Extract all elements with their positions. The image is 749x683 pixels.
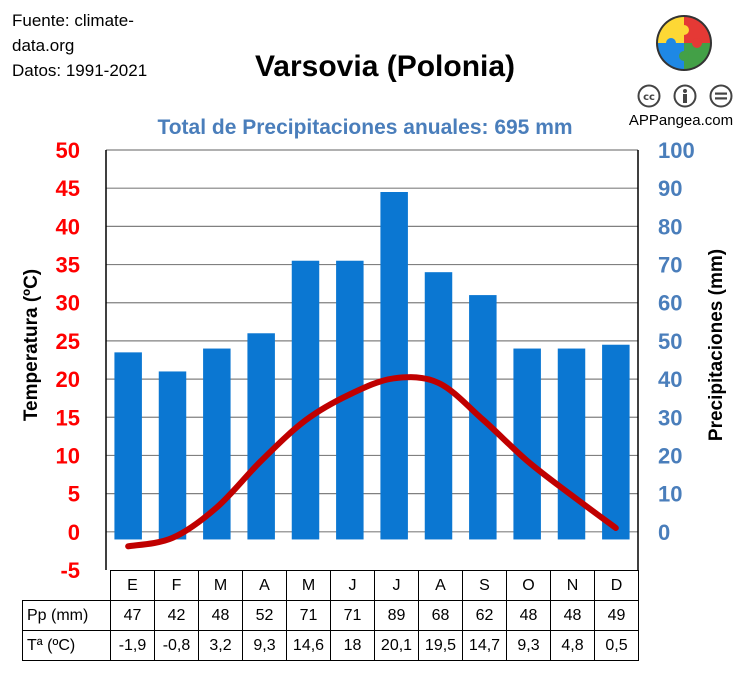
month-label: M: [286, 570, 331, 601]
right-tick-label: 60: [658, 291, 682, 316]
t-value: -1,9: [110, 630, 155, 661]
pp-value: 47: [110, 600, 155, 631]
chart-title: Varsovia (Polonia): [254, 50, 516, 83]
pp-value: 89: [374, 600, 419, 631]
right-axis-label: Precipitaciones (mm): [706, 249, 727, 441]
precipitation-bar: [557, 348, 586, 540]
precipitation-bar: [380, 192, 408, 540]
left-tick-label: 20: [56, 367, 80, 392]
left-axis-ticks: -5 0 5 10 15 20 25 30 35 40 45 50: [56, 138, 80, 583]
left-tick-label: 5: [68, 482, 80, 507]
precipitation-bar: [424, 272, 453, 540]
right-tick-label: 70: [658, 253, 682, 278]
left-tick-label: 50: [56, 138, 80, 163]
pp-value: 48: [198, 600, 243, 631]
precipitation-bar: [247, 333, 275, 540]
precipitation-bar: [158, 371, 187, 540]
right-tick-label: 90: [658, 176, 682, 201]
svg-text:cc: cc: [643, 92, 655, 103]
chart-subtitle: Total de Precipitaciones anuales: 695 mm: [157, 116, 573, 139]
temperature-line: [125, 374, 619, 550]
precipitation-bars: [114, 192, 630, 540]
month-label: N: [550, 570, 595, 601]
t-value: -0,8: [154, 630, 199, 661]
pp-value: 48: [550, 600, 595, 631]
t-value: 3,2: [198, 630, 243, 661]
left-tick-label: 30: [56, 291, 80, 316]
pp-value: 52: [242, 600, 287, 631]
cc-icon: cc: [637, 84, 661, 108]
t-value: 0,5: [594, 630, 639, 661]
right-tick-label: 40: [658, 367, 682, 392]
brand-label: APPangea.com: [628, 112, 734, 129]
month-label: A: [242, 570, 287, 601]
left-tick-label: 40: [56, 214, 80, 239]
month-label: J: [374, 570, 419, 601]
t-value: 9,3: [506, 630, 551, 661]
t-value: 14,7: [462, 630, 507, 661]
right-tick-label: 0: [658, 520, 670, 545]
precipitation-bar: [602, 344, 630, 540]
pp-value: 49: [594, 600, 639, 631]
t-value: 19,5: [418, 630, 463, 661]
month-label: A: [418, 570, 463, 601]
pp-value: 48: [506, 600, 551, 631]
precipitation-bar: [291, 260, 320, 540]
temperature-row: Tª (ºC) -1,9 -0,8 3,2 9,3 14,6 18 20,1 19,5 14,7…: [22, 630, 639, 661]
pp-value: 71: [286, 600, 331, 631]
left-tick-label: 10: [56, 443, 80, 468]
noderivs-icon: [709, 84, 733, 108]
precipitation-row: Pp (mm) 47 42 48 52 71 71 89 68 62 48 48 49: [22, 600, 639, 631]
axes: [105, 150, 639, 570]
t-value: 4,8: [550, 630, 595, 661]
source-line: Fuente: climate-: [12, 11, 134, 30]
left-tick-label: 15: [56, 405, 80, 430]
right-tick-label: 50: [658, 329, 682, 354]
month-label: F: [154, 570, 199, 601]
left-tick-label: -5: [60, 558, 80, 583]
t-row-label: Tª (ºC): [22, 630, 111, 661]
right-tick-label: 20: [658, 443, 682, 468]
month-label: O: [506, 570, 551, 601]
left-tick-label: 45: [56, 176, 80, 201]
source-note: Fuente: climate- data.org Datos: 1991-20…: [12, 8, 187, 83]
pp-value: 42: [154, 600, 199, 631]
pp-value: 62: [462, 600, 507, 631]
license-icons: cc: [637, 84, 733, 108]
pp-value: 68: [418, 600, 463, 631]
pp-row-label: Pp (mm): [22, 600, 111, 631]
left-tick-label: 35: [56, 253, 80, 278]
month-label: S: [462, 570, 507, 601]
puzzle-globe-icon: [656, 15, 712, 71]
source-line: Datos: 1991-2021: [12, 61, 148, 80]
attribution-icon: [673, 84, 697, 108]
t-value: 18: [330, 630, 375, 661]
right-axis-ticks: 0 10 20 30 40 50 60 70 80 90 100: [658, 138, 695, 545]
temperature-line-layer: [125, 374, 619, 550]
right-tick-label: 30: [658, 405, 682, 430]
month-label: E: [110, 570, 155, 601]
month-label: D: [594, 570, 639, 601]
source-line: data.org: [12, 36, 75, 55]
left-tick-label: 0: [68, 520, 80, 545]
t-value: 14,6: [286, 630, 331, 661]
t-value: 20,1: [374, 630, 419, 661]
precipitation-bar: [513, 348, 541, 540]
left-tick-label: 25: [56, 329, 80, 354]
month-label: J: [330, 570, 375, 601]
table-corner: [23, 571, 111, 601]
right-tick-label: 100: [658, 138, 695, 163]
right-tick-label: 80: [658, 214, 682, 239]
grid: [106, 149, 638, 533]
t-value: 9,3: [242, 630, 287, 661]
pp-value: 71: [330, 600, 375, 631]
left-axis-label: Temperatura (ºC): [21, 269, 42, 421]
month-label: M: [198, 570, 243, 601]
right-tick-label: 10: [658, 482, 682, 507]
precipitation-bar: [114, 352, 142, 540]
